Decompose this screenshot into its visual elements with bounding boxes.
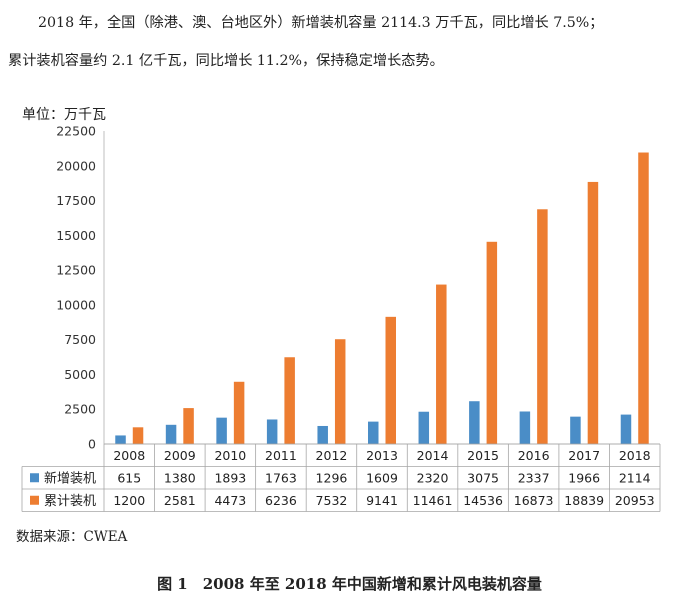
x-tick-label: 2018 <box>619 448 651 463</box>
legend-label-new: 新增装机 <box>44 470 96 486</box>
bar-cumulative-2009 <box>183 408 194 444</box>
bar-new-2015 <box>469 401 480 444</box>
bar-cumulative-2014 <box>436 284 447 444</box>
bar-cumulative-2016 <box>537 209 548 444</box>
bar-cumulative-2017 <box>587 181 599 444</box>
bar-cumulative-2011 <box>284 357 295 444</box>
x-tick-label: 2009 <box>164 448 196 463</box>
wind-capacity-chart: 0 2500 5000 7500 10000 12500 15000 17500 20000 22… <box>21 124 661 512</box>
table-cell-cumulative: 16873 <box>514 493 554 508</box>
table-cell-cumulative: 11461 <box>413 493 453 508</box>
bar-new-2009 <box>165 424 177 444</box>
x-tick-label: 2008 <box>113 448 145 463</box>
x-tick-label: 2010 <box>214 448 246 463</box>
table-cell-cumulative: 6236 <box>265 493 297 508</box>
table-cell-new: 615 <box>117 470 141 485</box>
paragraph-line-2: 累计装机容量约 2.1 亿千瓦，同比增长 11.2%，保持稳定增长态势。 <box>8 53 444 69</box>
table-cell-new: 1296 <box>316 470 348 485</box>
y-tick-label: 5000 <box>64 367 96 382</box>
legend-swatch-cumulative <box>30 495 39 505</box>
x-tick-label: 2016 <box>518 448 550 463</box>
bar-new-2016 <box>519 411 531 444</box>
y-tick-label: 10000 <box>56 297 96 312</box>
bar-new-2017 <box>570 416 581 444</box>
y-tick-label: 7500 <box>64 332 96 347</box>
bar-cumulative-2008 <box>132 427 144 444</box>
bar-cumulative-2013 <box>385 316 396 444</box>
table-cell-new: 1966 <box>568 470 600 485</box>
table-cell-cumulative: 9141 <box>366 493 398 508</box>
bar-new-2011 <box>266 419 278 444</box>
bar-new-2018 <box>620 414 632 444</box>
table-cell-new: 1893 <box>214 470 246 485</box>
y-tick-label: 0 <box>88 437 96 452</box>
y-tick-label: 17500 <box>56 193 96 208</box>
x-tick-label: 2013 <box>366 448 398 463</box>
table-cell-cumulative: 4473 <box>214 493 246 508</box>
x-tick-label: 2012 <box>316 448 348 463</box>
bar-new-2014 <box>418 411 430 444</box>
y-tick-label: 20000 <box>56 158 96 173</box>
bar-new-2010 <box>216 417 227 444</box>
table-cell-cumulative: 7532 <box>316 493 348 508</box>
bar-new-2008 <box>115 435 126 444</box>
table-cell-new: 1380 <box>164 470 196 485</box>
x-tick-label: 2015 <box>467 448 499 463</box>
bar-cumulative-2010 <box>233 381 245 444</box>
x-tick-label: 2014 <box>417 448 449 463</box>
table-cell-new: 3075 <box>467 470 499 485</box>
legend-label-cumulative: 累计装机 <box>44 494 96 509</box>
table-cell-cumulative: 14536 <box>463 493 503 508</box>
table-cell-cumulative: 1200 <box>113 493 145 508</box>
y-tick-label: 2500 <box>64 402 96 417</box>
figure-caption: 图 1 2008 年至 2018 年中国新增和累计风电装机容量 <box>157 575 542 593</box>
y-tick-label: 15000 <box>56 228 96 243</box>
bar-cumulative-2012 <box>334 339 346 444</box>
table-cell-cumulative: 2581 <box>164 493 196 508</box>
data-table: 2008 2009 2010 2011 2012 2013 2014 2015 2016 2017… <box>21 443 661 512</box>
table-cell-cumulative: 18839 <box>564 493 604 508</box>
y-tick-label: 22500 <box>56 124 96 139</box>
x-tick-label: 2011 <box>265 448 297 463</box>
bar-cumulative-2018 <box>638 152 649 444</box>
data-source: 数据来源：CWEA <box>16 529 128 545</box>
y-tick-label: 12500 <box>56 263 96 278</box>
table-cell-cumulative: 20953 <box>615 493 655 508</box>
table-cell-new: 2114 <box>619 470 651 485</box>
legend-swatch-new <box>30 473 39 483</box>
table-cell-new: 2320 <box>417 470 449 485</box>
table-cell-new: 1609 <box>366 470 398 485</box>
bar-cumulative-2015 <box>486 241 498 444</box>
bar-new-2013 <box>368 421 379 444</box>
y-axis: 0 2500 5000 7500 10000 12500 15000 17500 20000 22… <box>56 124 660 452</box>
unit-label: 单位：万千瓦 <box>22 107 106 123</box>
paragraph-line-1: 2018 年，全国（除港、澳、台地区外）新增装机容量 2114.3 万千瓦，同比… <box>38 15 604 31</box>
table-cell-new: 1763 <box>265 470 297 485</box>
bar-new-2012 <box>317 425 328 444</box>
table-cell-new: 2337 <box>518 470 550 485</box>
bar-series <box>115 152 649 444</box>
x-tick-label: 2017 <box>568 448 600 463</box>
